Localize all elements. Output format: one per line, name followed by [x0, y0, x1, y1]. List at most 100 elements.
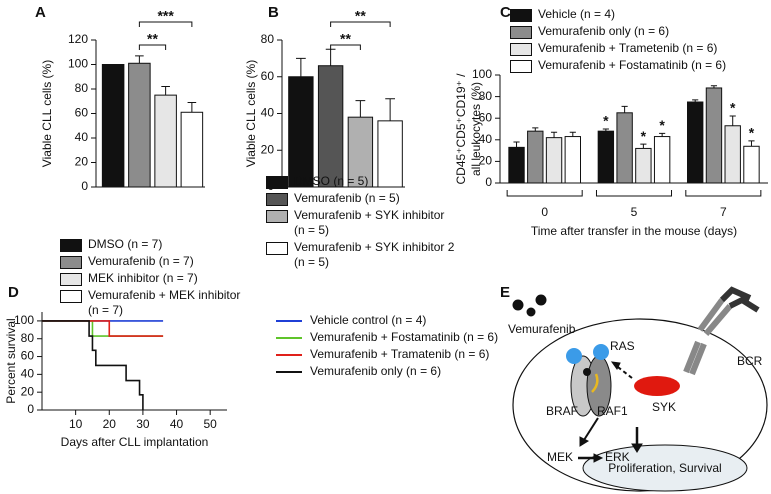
error-bar — [187, 101, 197, 113]
bar — [128, 62, 151, 188]
diagram-label: BRAF — [546, 404, 578, 418]
legend-item: Vemurafenib + Trametenib (n = 6) — [510, 41, 771, 56]
legend-swatch — [510, 9, 532, 22]
y-tick-label: 0 — [27, 402, 34, 416]
legend-label: Vemurafenib only (n = 6) — [310, 364, 442, 378]
legend-label: Vehicle control (n = 4) — [310, 313, 427, 327]
x-tick-label: 0 — [541, 205, 548, 219]
legend-label: Vemurafenib + Tramatenib (n = 6) — [310, 347, 490, 361]
syk-shape — [634, 376, 680, 396]
legend-label: Vemurafenib (n = 5) — [294, 191, 400, 205]
significance-label: * — [659, 117, 665, 133]
error-bar — [532, 127, 539, 132]
y-tick-label: 60 — [479, 110, 493, 124]
error-bar — [550, 131, 558, 138]
error-bar — [569, 131, 576, 137]
bar — [564, 136, 581, 184]
legend-label: Vehicle (n = 4) — [538, 7, 616, 21]
y-axis-label: all leukocytes (%) — [469, 82, 483, 176]
bar — [545, 137, 563, 184]
y-tick-label: 80 — [479, 89, 493, 103]
significance-bracket — [330, 21, 391, 27]
bar — [154, 94, 177, 188]
error-bar — [640, 143, 647, 149]
x-tick-label: 7 — [720, 205, 727, 219]
bar — [288, 76, 314, 188]
significance-label: *** — [157, 8, 174, 24]
y-tick-label: 40 — [21, 367, 35, 381]
ras-shape — [593, 344, 609, 360]
legend-swatch — [510, 43, 532, 56]
y-axis-label: CD45⁺CD5⁺CD19⁺ / — [454, 73, 468, 185]
legend-label: Vemurafenib only (n = 6) — [538, 24, 670, 38]
legend-swatch — [266, 210, 288, 223]
x-tick-label: 5 — [631, 205, 638, 219]
diagram-label: BCR — [737, 354, 763, 368]
legend: Vehicle control (n = 4) Vemurafenib + Fos… — [276, 313, 506, 381]
significance-label: ** — [355, 8, 366, 24]
y-tick-label: 20 — [261, 142, 275, 156]
y-tick-label: 120 — [68, 32, 88, 46]
y-tick-label: 40 — [479, 132, 493, 146]
x-axis-label: Days after CLL implantation — [61, 435, 209, 449]
legend-swatch — [266, 193, 288, 206]
bcr-shape — [683, 298, 733, 376]
significance-label: * — [641, 128, 647, 144]
legend-swatch — [266, 176, 288, 189]
legend-label: MEK inhibitor (n = 7) — [88, 271, 198, 285]
x-axis-label: Time after transfer in the mouse (days) — [531, 224, 737, 238]
error-bar — [355, 100, 366, 118]
diagram-label: ERK — [605, 450, 630, 464]
legend-label: Vemurafenib + Fostamatinib (n = 6) — [310, 330, 499, 344]
legend: Vehicle (n = 4) Vemurafenib only (n = 6) V… — [510, 7, 771, 75]
bar — [527, 130, 544, 184]
legend-swatch — [60, 290, 82, 303]
legend: DMSO (n = 7) Vemurafenib (n = 7) MEK inhib… — [60, 237, 245, 320]
legend-label: Vemurafenib + Trametenib (n = 6) — [538, 41, 718, 55]
legend-swatch — [276, 337, 302, 339]
legend-item: Vemurafenib + SYK inhibitor (n = 5) — [266, 208, 456, 238]
bar — [705, 87, 723, 184]
error-bar — [135, 55, 144, 64]
ras-shape — [566, 348, 582, 364]
x-tick-label: 40 — [170, 417, 184, 431]
y-tick-label: 0 — [81, 179, 88, 193]
y-axis-label: Percent survival — [4, 318, 18, 403]
significance-label: * — [730, 100, 736, 116]
legend-item: Vemurafenib + MEK inhibitor (n = 7) — [60, 288, 245, 318]
error-bar — [659, 132, 666, 137]
significance-bracket — [330, 44, 361, 50]
legend-item: Vehicle (n = 4) — [510, 7, 771, 22]
bar — [616, 112, 633, 184]
error-bar — [161, 86, 170, 96]
legend-item: DMSO (n = 7) — [60, 237, 245, 252]
legend-swatch — [276, 371, 302, 373]
legend-label: Vemurafenib (n = 7) — [88, 254, 194, 268]
survival-line — [42, 320, 144, 410]
legend-item: Vemurafenib only (n = 6) — [510, 24, 771, 39]
drug-dot — [526, 307, 536, 317]
legend-item: Vemurafenib (n = 5) — [266, 191, 456, 206]
legend-label: DMSO (n = 5) — [294, 174, 369, 188]
activation-arrow — [591, 373, 599, 393]
legend-swatch — [510, 60, 532, 73]
panel-label: E — [500, 284, 510, 301]
bar — [724, 125, 741, 184]
panel-e — [512, 286, 768, 492]
x-tick-label: 20 — [103, 417, 117, 431]
panel-label: B — [268, 4, 279, 21]
panel-label: C — [500, 4, 511, 21]
diagram-label: Proliferation, Survival — [608, 461, 721, 475]
y-tick-label: 60 — [261, 69, 275, 83]
error-bar — [513, 141, 520, 148]
arrow-head — [593, 453, 604, 463]
legend-item: Vemurafenib (n = 7) — [60, 254, 245, 269]
x-tick-label: 30 — [136, 417, 150, 431]
panel-label: A — [35, 4, 46, 21]
bar — [597, 130, 615, 184]
y-tick-label: 100 — [68, 57, 88, 71]
error-bar — [748, 140, 755, 147]
legend-swatch — [60, 273, 82, 286]
